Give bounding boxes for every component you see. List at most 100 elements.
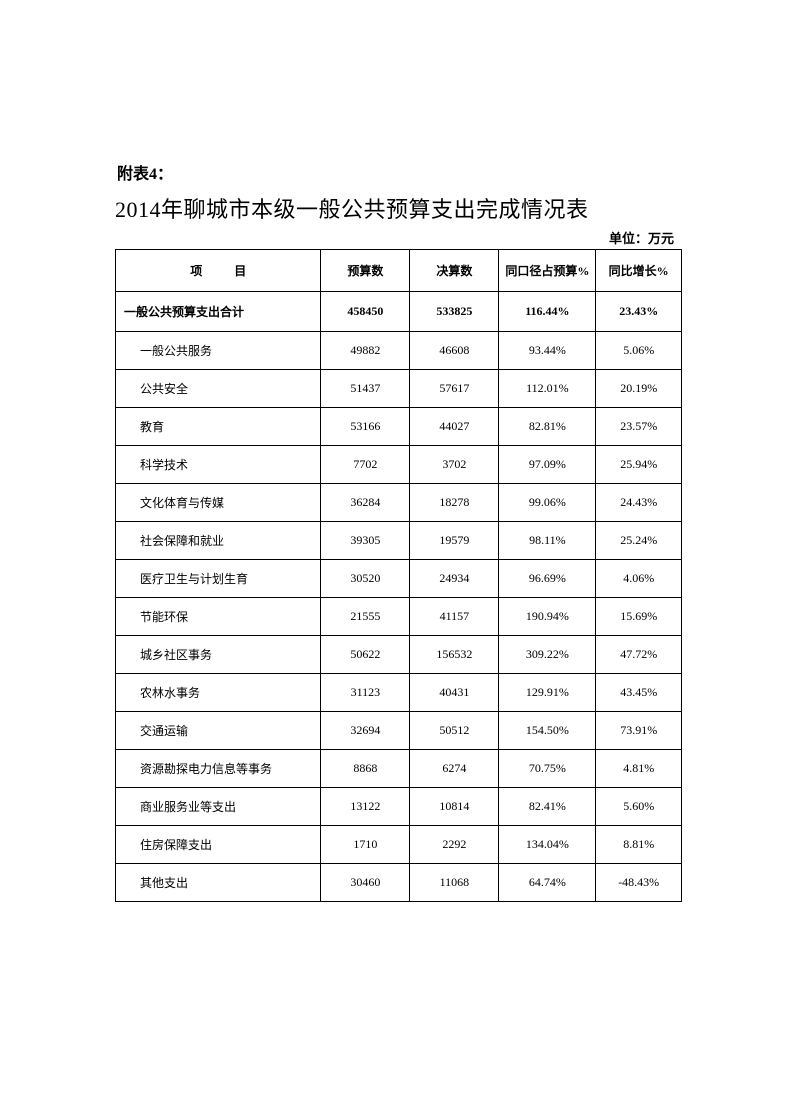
row-actual: 3702 — [410, 446, 499, 484]
row-growth: 4.81% — [596, 750, 682, 788]
table-row: 其他支出304601106864.74%-48.43% — [116, 864, 682, 902]
row-growth: 8.81% — [596, 826, 682, 864]
table-row: 农林水事务3112340431129.91%43.45% — [116, 674, 682, 712]
table-row: 文化体育与传媒362841827899.06%24.43% — [116, 484, 682, 522]
row-actual: 46608 — [410, 332, 499, 370]
row-item: 社会保障和就业 — [116, 522, 321, 560]
row-budget: 49882 — [321, 332, 410, 370]
row-actual: 18278 — [410, 484, 499, 522]
row-item: 住房保障支出 — [116, 826, 321, 864]
row-ratio: 82.81% — [499, 408, 596, 446]
row-actual: 57617 — [410, 370, 499, 408]
row-item: 商业服务业等支出 — [116, 788, 321, 826]
row-actual: 10814 — [410, 788, 499, 826]
row-growth: 25.94% — [596, 446, 682, 484]
total-ratio: 116.44% — [499, 292, 596, 332]
header-ratio: 同口径占预算% — [499, 250, 596, 292]
row-actual: 44027 — [410, 408, 499, 446]
row-item: 教育 — [116, 408, 321, 446]
row-budget: 39305 — [321, 522, 410, 560]
row-ratio: 93.44% — [499, 332, 596, 370]
row-growth: 23.57% — [596, 408, 682, 446]
row-ratio: 70.75% — [499, 750, 596, 788]
row-item: 公共安全 — [116, 370, 321, 408]
row-budget: 21555 — [321, 598, 410, 636]
row-item: 资源勘探电力信息等事务 — [116, 750, 321, 788]
row-actual: 6274 — [410, 750, 499, 788]
table-row: 资源勘探电力信息等事务8868627470.75%4.81% — [116, 750, 682, 788]
row-item: 医疗卫生与计划生育 — [116, 560, 321, 598]
table-row: 教育531664402782.81%23.57% — [116, 408, 682, 446]
row-ratio: 99.06% — [499, 484, 596, 522]
table-row: 交通运输3269450512154.50%73.91% — [116, 712, 682, 750]
total-budget: 458450 — [321, 292, 410, 332]
table-row: 节能环保2155541157190.94%15.69% — [116, 598, 682, 636]
row-ratio: 134.04% — [499, 826, 596, 864]
row-actual: 2292 — [410, 826, 499, 864]
row-actual: 156532 — [410, 636, 499, 674]
row-growth: -48.43% — [596, 864, 682, 902]
row-budget: 51437 — [321, 370, 410, 408]
main-title: 2014年聊城市本级一般公共预算支出完成情况表 — [115, 192, 682, 224]
header-budget: 预算数 — [321, 250, 410, 292]
total-actual: 533825 — [410, 292, 499, 332]
row-ratio: 82.41% — [499, 788, 596, 826]
table-row: 社会保障和就业393051957998.11%25.24% — [116, 522, 682, 560]
row-item: 一般公共服务 — [116, 332, 321, 370]
row-ratio: 97.09% — [499, 446, 596, 484]
row-budget: 8868 — [321, 750, 410, 788]
total-growth: 23.43% — [596, 292, 682, 332]
row-ratio: 154.50% — [499, 712, 596, 750]
row-item: 其他支出 — [116, 864, 321, 902]
row-item: 科学技术 — [116, 446, 321, 484]
row-budget: 36284 — [321, 484, 410, 522]
row-growth: 73.91% — [596, 712, 682, 750]
row-ratio: 309.22% — [499, 636, 596, 674]
row-actual: 24934 — [410, 560, 499, 598]
row-budget: 50622 — [321, 636, 410, 674]
table-row: 商业服务业等支出131221081482.41%5.60% — [116, 788, 682, 826]
table-header-row: 项 目 预算数 决算数 同口径占预算% 同比增长% — [116, 250, 682, 292]
appendix-label: 附表4： — [115, 160, 682, 184]
row-item: 城乡社区事务 — [116, 636, 321, 674]
row-budget: 13122 — [321, 788, 410, 826]
row-budget: 30460 — [321, 864, 410, 902]
header-item: 项 目 — [116, 250, 321, 292]
row-actual: 11068 — [410, 864, 499, 902]
row-item: 交通运输 — [116, 712, 321, 750]
row-item: 节能环保 — [116, 598, 321, 636]
header-growth: 同比增长% — [596, 250, 682, 292]
row-ratio: 190.94% — [499, 598, 596, 636]
table-row: 一般公共服务498824660893.44%5.06% — [116, 332, 682, 370]
row-ratio: 96.69% — [499, 560, 596, 598]
row-growth: 43.45% — [596, 674, 682, 712]
row-budget: 31123 — [321, 674, 410, 712]
row-ratio: 64.74% — [499, 864, 596, 902]
table-row: 住房保障支出17102292134.04%8.81% — [116, 826, 682, 864]
row-ratio: 112.01% — [499, 370, 596, 408]
row-actual: 50512 — [410, 712, 499, 750]
table-row: 公共安全5143757617112.01%20.19% — [116, 370, 682, 408]
row-budget: 1710 — [321, 826, 410, 864]
row-growth: 5.60% — [596, 788, 682, 826]
row-growth: 15.69% — [596, 598, 682, 636]
row-ratio: 98.11% — [499, 522, 596, 560]
row-growth: 25.24% — [596, 522, 682, 560]
row-growth: 24.43% — [596, 484, 682, 522]
total-item: 一般公共预算支出合计 — [116, 292, 321, 332]
row-budget: 30520 — [321, 560, 410, 598]
row-budget: 53166 — [321, 408, 410, 446]
unit-label: 单位：万元 — [115, 228, 682, 247]
row-growth: 47.72% — [596, 636, 682, 674]
row-actual: 40431 — [410, 674, 499, 712]
budget-table: 项 目 预算数 决算数 同口径占预算% 同比增长% 一般公共预算支出合计 458… — [115, 249, 682, 902]
table-row: 城乡社区事务50622156532309.22%47.72% — [116, 636, 682, 674]
table-row: 医疗卫生与计划生育305202493496.69%4.06% — [116, 560, 682, 598]
row-budget: 7702 — [321, 446, 410, 484]
row-actual: 41157 — [410, 598, 499, 636]
header-actual: 决算数 — [410, 250, 499, 292]
table-body: 一般公共预算支出合计 458450 533825 116.44% 23.43% … — [116, 292, 682, 902]
row-item: 文化体育与传媒 — [116, 484, 321, 522]
row-actual: 19579 — [410, 522, 499, 560]
row-growth: 4.06% — [596, 560, 682, 598]
